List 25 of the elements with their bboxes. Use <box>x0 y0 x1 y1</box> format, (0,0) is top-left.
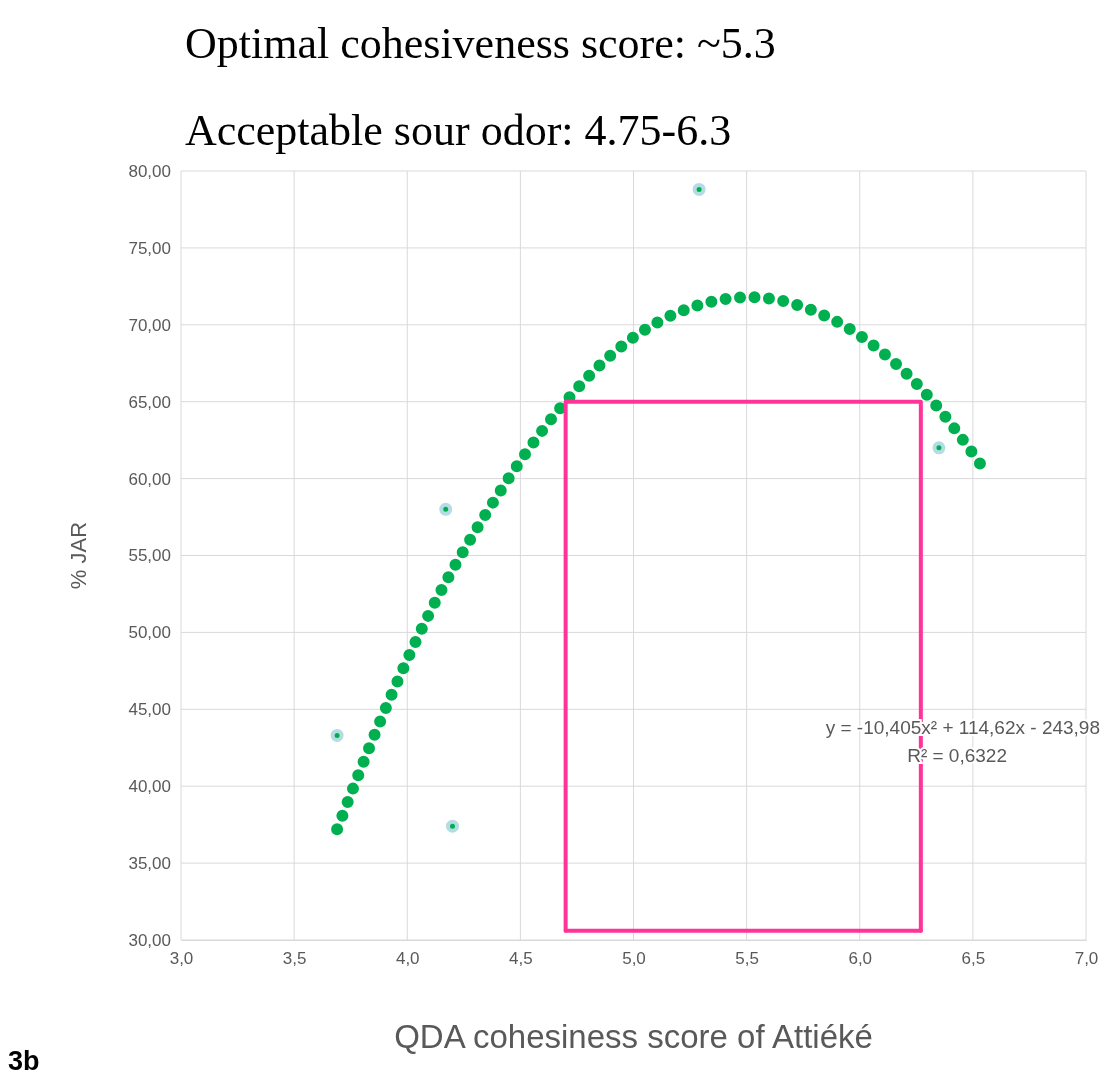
y-tick-label: 50,00 <box>128 623 171 643</box>
x-tick-label: 7,0 <box>1074 949 1099 969</box>
x-tick-label: 5,0 <box>622 949 646 969</box>
y-tick-label: 65,00 <box>128 392 171 412</box>
y-tick-label: 80,00 <box>128 161 171 181</box>
text: 3b <box>8 1046 40 1076</box>
chart-subtitle: Acceptable sour odor: 4.75-6.3 <box>185 106 732 155</box>
x-tick-label: 5,5 <box>735 949 759 969</box>
x-tick-label: 6,0 <box>848 949 873 969</box>
y-tick-label: 75,00 <box>128 238 171 258</box>
x-tick-label: 3,0 <box>169 949 194 969</box>
y-tick-label: 70,00 <box>128 315 171 335</box>
x-tick-label: 4,0 <box>395 949 420 969</box>
y-tick-label: 30,00 <box>128 930 171 950</box>
x-tick-label: 3,5 <box>282 949 307 969</box>
y-tick-label: 45,00 <box>128 700 171 720</box>
y-tick-label: 40,00 <box>128 777 171 797</box>
x-tick-label: 6,5 <box>961 949 986 969</box>
chart-title: Optimal cohesiveness score: ~5.3 <box>185 19 776 68</box>
x-tick-label: 4,5 <box>509 949 533 969</box>
x-axis-title: QDA cohesiness score of Attiéké <box>394 1018 873 1055</box>
y-axis-title: % JAR <box>66 521 91 590</box>
y-tick-label: 35,00 <box>128 854 171 874</box>
y-tick-label: 55,00 <box>128 546 171 566</box>
y-tick-label: 60,00 <box>128 469 171 489</box>
